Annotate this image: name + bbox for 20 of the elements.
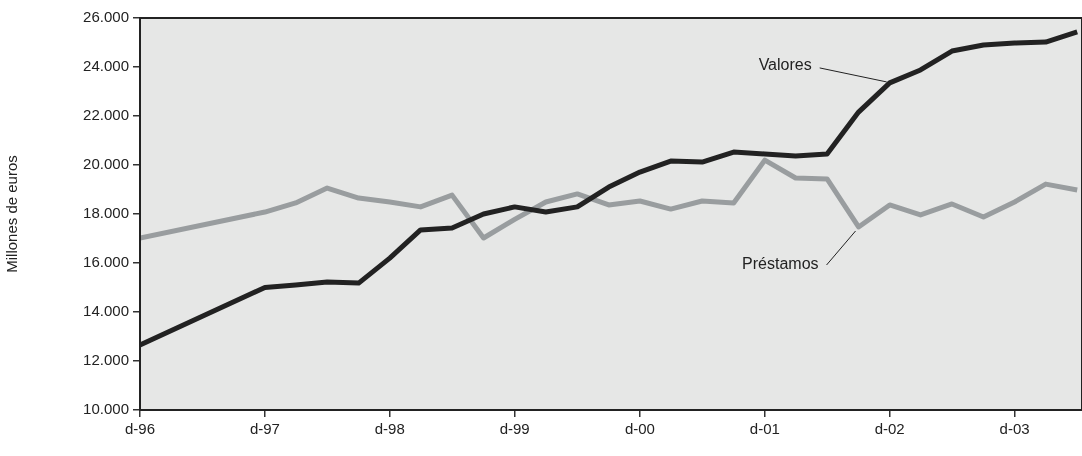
y-tick-label: 26.000 bbox=[83, 8, 129, 26]
y-tick-label: 10.000 bbox=[83, 400, 129, 418]
y-tick-label: 12.000 bbox=[83, 351, 129, 369]
y-tick-label: 16.000 bbox=[83, 253, 129, 271]
x-tick-label: d-97 bbox=[249, 420, 280, 438]
y-tick-label: 14.000 bbox=[83, 302, 129, 320]
y-tick-label: 20.000 bbox=[83, 155, 129, 173]
x-tick-label: d-96 bbox=[124, 420, 156, 438]
x-tick-label: d-01 bbox=[749, 420, 780, 438]
x-tick-label: d-00 bbox=[624, 420, 655, 438]
x-tick-label: d-02 bbox=[874, 420, 905, 438]
annotation: Préstamos bbox=[742, 255, 819, 273]
y-tick-label: 22.000 bbox=[83, 106, 129, 124]
x-tick-label: d-99 bbox=[499, 420, 530, 438]
y-axis-title: Millones de euros bbox=[3, 155, 21, 273]
x-tick-label: d-98 bbox=[374, 420, 405, 438]
y-tick-label: 24.000 bbox=[83, 57, 129, 75]
y-tick-label: 18.000 bbox=[83, 204, 129, 222]
annotation: Valores bbox=[758, 56, 812, 74]
x-tick-label: d-03 bbox=[999, 420, 1030, 438]
